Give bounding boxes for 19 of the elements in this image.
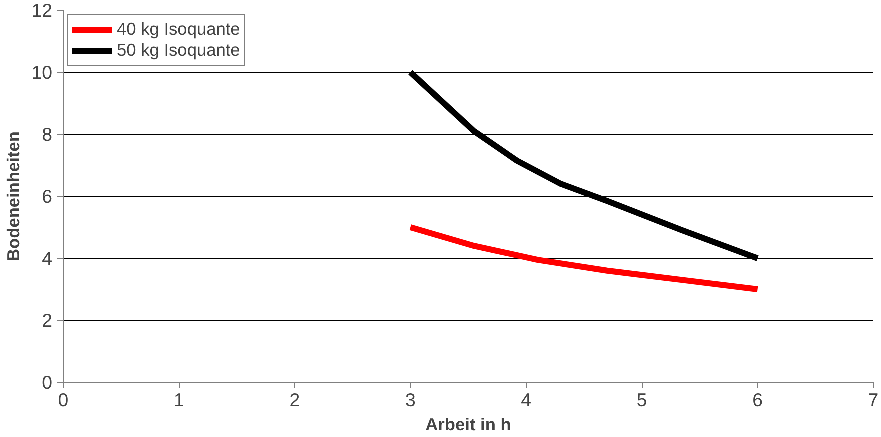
x-tick-label: 3 [405,390,416,410]
x-axis-title: Arbeit in h [426,414,512,434]
y-tick-label: 4 [42,248,53,269]
y-tick-label: 0 [42,372,53,393]
x-tick-label: 7 [868,390,879,410]
legend-label: 40 kg Isoquante [117,19,240,40]
y-tick-label: 6 [42,186,53,207]
legend-label: 50 kg Isoquante [117,40,240,61]
x-tick-label: 1 [174,390,184,410]
x-tick-label: 4 [521,390,532,410]
x-tick-label: 2 [290,390,300,410]
y-tick-label: 10 [32,62,53,83]
x-tick-label: 5 [636,390,648,410]
y-tick-label: 12 [32,0,53,21]
x-tick-label: 6 [752,390,763,410]
y-tick-label: 2 [42,310,53,331]
y-axis-title: Bodeneinheiten [4,132,24,262]
x-tick-label: 0 [58,390,69,410]
y-tick-label: 8 [42,124,53,145]
